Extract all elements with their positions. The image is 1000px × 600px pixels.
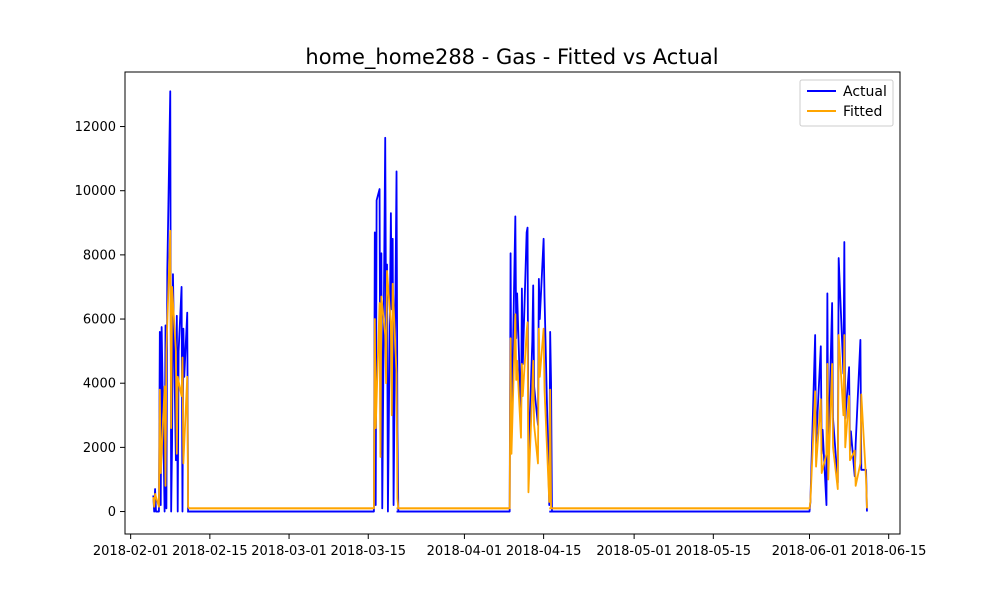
y-tick-label: 4000 [83,377,116,392]
chart-title: home_home288 - Gas - Fitted vs Actual [305,45,718,70]
x-tick-label: 2018-02-01 [93,544,169,559]
x-tick-label: 2018-06-01 [772,544,848,559]
series-layer [152,90,868,513]
legend-actual-label: Actual [843,84,887,100]
y-axis: 0 2000 4000 6000 8000 10000 12000 [75,120,125,520]
x-tick-label: 2018-02-15 [172,544,248,559]
y-tick-label: 12000 [75,120,116,135]
plot-area [124,71,901,535]
x-tick-label: 2018-03-01 [251,544,327,559]
y-tick-label: 2000 [83,441,116,456]
y-tick-label: 6000 [83,313,116,328]
y-tick-label: 0 [108,505,116,520]
legend: Actual Fitted [799,79,894,127]
x-tick-label: 2018-05-01 [596,544,672,559]
x-tick-label: 2018-04-01 [427,544,503,559]
y-tick-label: 8000 [83,248,116,263]
x-tick-label: 2018-05-15 [676,544,752,559]
y-tick-label: 10000 [75,184,116,199]
x-tick-label: 2018-03-15 [330,544,406,559]
legend-fitted-label: Fitted [843,104,882,120]
x-tick-label: 2018-04-15 [506,544,582,559]
series-line-fitted [152,229,868,510]
x-axis: 2018-02-01 2018-02-15 2018-03-01 2018-03-15… [93,534,927,559]
x-tick-label: 2018-06-15 [851,544,927,559]
